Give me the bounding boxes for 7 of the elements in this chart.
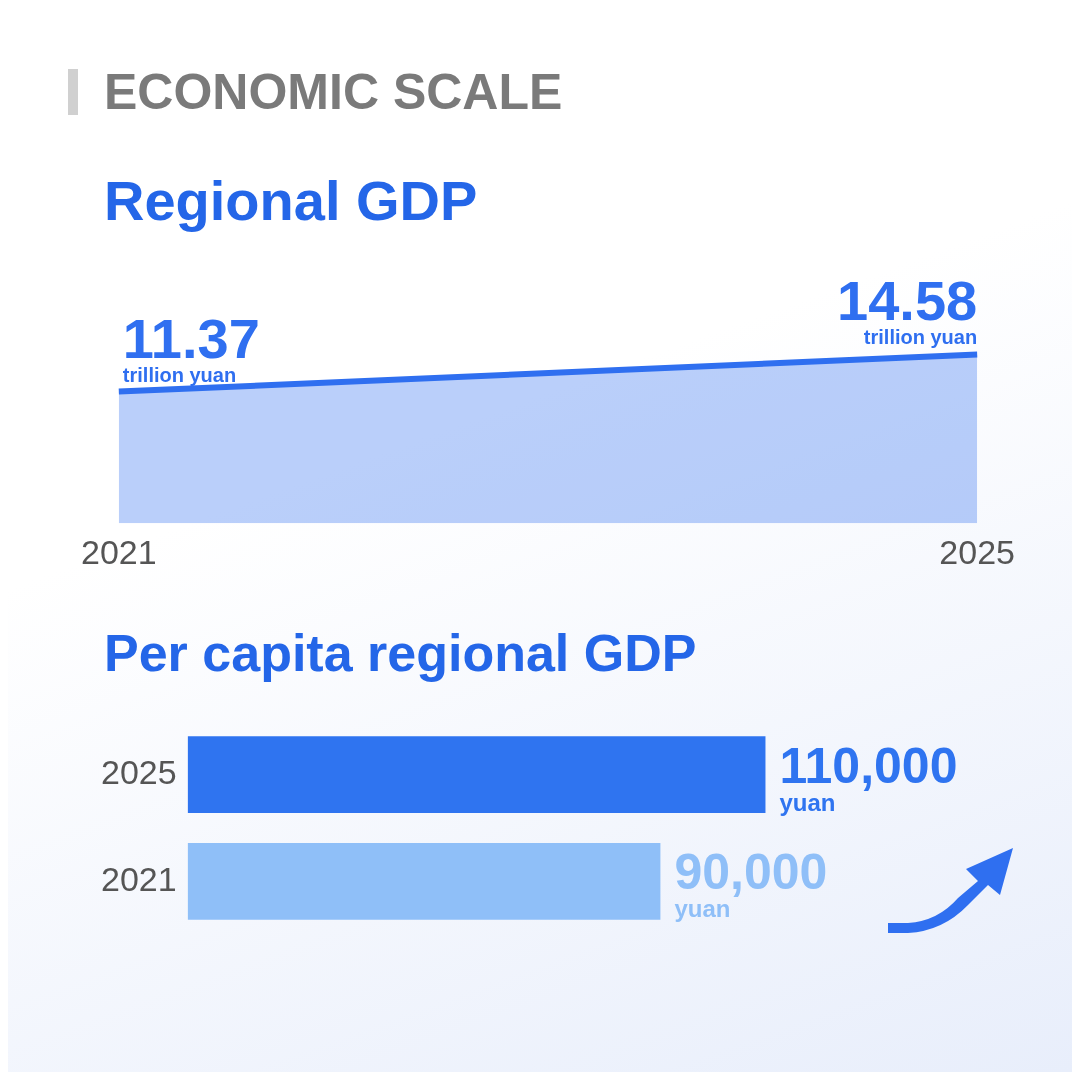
chart-subtitle: Regional GDP [104,168,478,233]
data-label: 110,000 yuan [779,737,958,816]
data-label: 90,000 yuan [674,844,828,923]
chart-title: Per capita regional GDP [104,623,697,683]
chart-title: ECONOMIC SCALE [104,63,563,121]
data-label: 11.37 trillion yuan [122,306,260,386]
data-label: 14.58 trillion yuan [837,269,978,349]
